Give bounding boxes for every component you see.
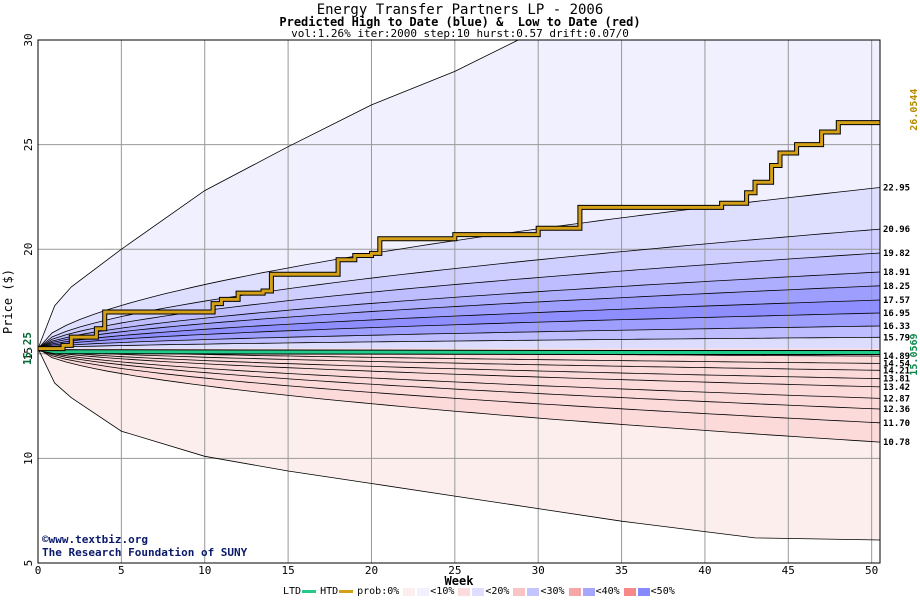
high-to-date-path	[38, 121, 880, 351]
credit-organization: The Research Foundation of SUNY	[42, 546, 248, 559]
legend-ltd-label: LTD	[283, 586, 302, 597]
chart-legend: LTD HTD prob:0% <10% <20% <30% <40% <50%	[283, 586, 678, 597]
red-quantile-curve-7	[37, 348, 881, 410]
red-quantile-curve-8	[37, 348, 881, 424]
quantile-end-label: 13.42	[883, 383, 910, 393]
legend-htd-label: HTD	[320, 586, 339, 597]
y-tick-label: 5	[22, 560, 35, 567]
legend-prob-label: prob:0%	[357, 586, 400, 597]
quantile-end-label: 14.21	[883, 366, 910, 376]
x-tick-label: 40	[698, 564, 711, 577]
chart-title: Energy Transfer Partners LP - 2006	[316, 2, 604, 18]
y-axis-label: Price ($)	[1, 269, 15, 334]
blue-band-8	[38, 313, 880, 349]
blue-band-6	[38, 285, 880, 349]
chart-labels: 0 5 10 15 20 25 30 35 40 45 5051015202530WeekPrice…	[1, 33, 920, 588]
to-date-paths	[37, 120, 880, 355]
legend-htd-line	[339, 590, 354, 593]
x-tick-label: 45	[782, 564, 795, 577]
blue-quantile-curve-9	[37, 336, 881, 349]
x-tick-label: 5	[118, 564, 125, 577]
blue-band-4	[38, 253, 880, 349]
legend-band-2-label: <20%	[485, 586, 510, 597]
y-tick-label: 10	[22, 452, 35, 465]
x-tick-label: 15	[281, 564, 294, 577]
plot-frame	[37, 39, 881, 564]
quantile-end-label: 12.87	[883, 394, 910, 404]
low-to-date-label: 15.0569	[909, 333, 920, 375]
high-to-date-label: 26.0544	[909, 89, 920, 131]
red-quantile-curve-6	[37, 348, 881, 399]
legend-htd: HTD	[320, 586, 354, 597]
max-envelope-curve	[37, 39, 519, 349]
quantile-end-label: 20.96	[883, 225, 910, 235]
blue-band-10	[38, 337, 880, 349]
blue-quantile-curve-8	[37, 325, 881, 349]
probability-bands	[38, 40, 880, 540]
credit-website: ©www.textbiz.org	[42, 533, 148, 546]
red-band-10	[38, 348, 880, 443]
quantile-end-label: 16.95	[883, 309, 910, 319]
legend-ltd-line	[302, 590, 317, 593]
y-tick-label: 15	[22, 347, 35, 360]
quantile-end-label: 18.25	[883, 282, 910, 292]
quantile-end-label: 22.95	[883, 183, 910, 193]
x-tick-label: 25	[448, 564, 461, 577]
min-envelope-curve	[37, 348, 881, 541]
x-tick-label: 50	[865, 564, 878, 577]
quantile-end-label: 17.57	[883, 296, 910, 306]
y-tick-label: 25	[22, 138, 35, 151]
legend-band-1: <10%	[402, 586, 454, 597]
x-tick-label: 30	[532, 564, 545, 577]
chart-subtitle: Predicted High to Date (blue) & Low to D…	[279, 15, 641, 29]
quantile-curves	[37, 39, 881, 541]
quantile-end-label: 18.91	[883, 268, 910, 278]
x-tick-label: 0	[35, 564, 42, 577]
x-axis-label: Week	[445, 574, 475, 588]
legend-band-2: <20%	[457, 586, 509, 597]
blue-quantile-curve-5	[37, 285, 881, 349]
legend-band-4-label: <40%	[595, 586, 620, 597]
legend-band-5-label: <50%	[650, 586, 675, 597]
quantile-end-label: 19.82	[883, 249, 910, 259]
x-tick-label: 20	[365, 564, 378, 577]
chart-axes	[37, 39, 881, 564]
quantile-end-label: 12.36	[883, 405, 910, 415]
blue-quantile-curve-6	[37, 299, 881, 349]
y-tick-label: 30	[22, 33, 35, 46]
legend-band-1-label: <10%	[430, 586, 455, 597]
legend-band-3-label: <30%	[540, 586, 565, 597]
blue-quantile-curve-7	[37, 312, 881, 349]
x-tick-label: 10	[198, 564, 211, 577]
legend-prob: prob:0%	[357, 586, 399, 597]
legend-band-4: <40%	[568, 586, 620, 597]
blue-quantile-curve-4	[37, 271, 881, 349]
start-price-label: 15.25	[21, 332, 34, 365]
quantile-end-label: 14.89	[883, 352, 910, 362]
legend-ltd: LTD	[283, 586, 317, 597]
simulation-params: vol:1.26% iter:2000 step:10 hurst:0.57 d…	[291, 27, 629, 40]
red-quantile-curve-3	[37, 348, 881, 371]
blue-band-1	[38, 40, 880, 349]
y-tick-label: 20	[22, 243, 35, 256]
quantile-end-label: 14.54	[883, 359, 911, 369]
quantile-end-label: 11.70	[883, 419, 910, 429]
quantile-end-label: 16.33	[883, 322, 910, 332]
red-quantile-curve-5	[37, 348, 881, 388]
legend-band-3: <30%	[512, 586, 565, 597]
quantile-end-label: 15.79	[883, 333, 910, 343]
quantile-end-label: 10.78	[883, 438, 910, 448]
blue-band-9	[38, 326, 880, 349]
legend-band-5: <50%	[623, 586, 675, 597]
quantile-end-label: 13.81	[883, 375, 910, 385]
blue-band-3	[38, 229, 880, 349]
blue-quantile-curve-2	[37, 228, 881, 349]
red-quantile-curve-9	[37, 348, 881, 443]
red-quantile-curve-4	[37, 348, 881, 380]
blue-band-5	[38, 272, 880, 349]
x-tick-label: 35	[615, 564, 628, 577]
